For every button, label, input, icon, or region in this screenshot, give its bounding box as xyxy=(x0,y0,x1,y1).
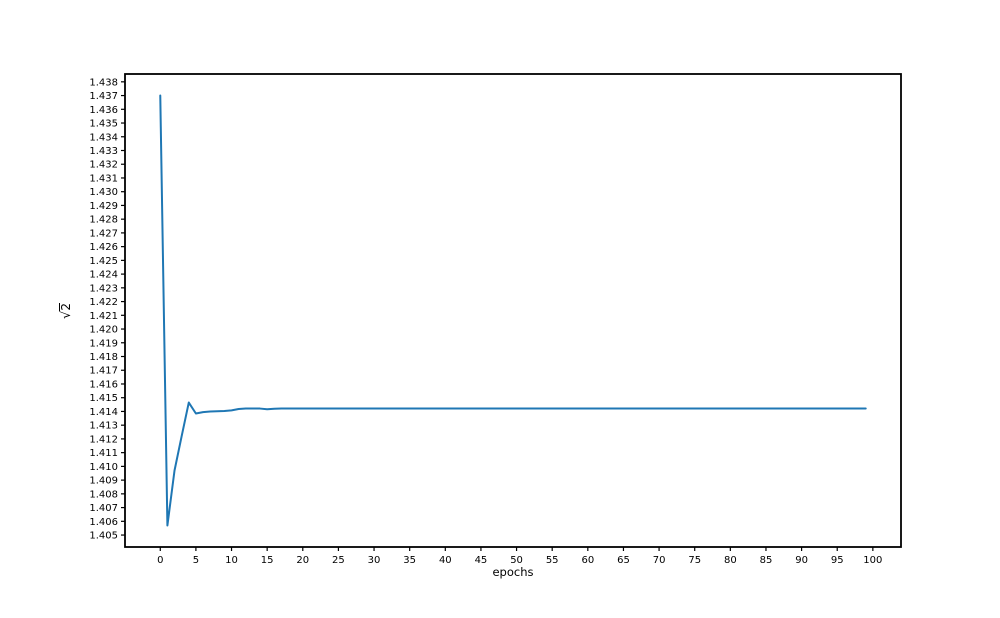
y-tick-label: 1.409 xyxy=(89,476,118,487)
x-tick-label: 75 xyxy=(688,555,701,566)
x-tick-label: 45 xyxy=(475,555,488,566)
x-axis-label: epochs xyxy=(492,565,534,579)
sqrt-radicand: 2 xyxy=(59,303,74,311)
y-tick-label: 1.415 xyxy=(89,393,118,404)
y-tick-label: 1.430 xyxy=(89,187,118,198)
y-axis-label: √2 xyxy=(59,281,75,341)
y-tick-label: 1.420 xyxy=(89,325,118,336)
x-tick-label: 60 xyxy=(581,555,594,566)
x-tick-label: 40 xyxy=(439,555,452,566)
y-tick-label: 1.414 xyxy=(89,407,118,418)
y-tick-label: 1.418 xyxy=(89,352,118,363)
y-tick-label: 1.408 xyxy=(89,489,118,500)
x-tick-label: 85 xyxy=(760,555,773,566)
y-tick-label: 1.424 xyxy=(89,270,118,281)
x-tick-label: 25 xyxy=(332,555,345,566)
y-tick-label: 1.423 xyxy=(89,283,118,294)
y-tick-label: 1.406 xyxy=(89,517,118,528)
x-tick-label: 20 xyxy=(296,555,309,566)
y-tick-label: 1.410 xyxy=(89,462,118,473)
x-tick-label: 15 xyxy=(261,555,274,566)
x-tick-label: 5 xyxy=(193,555,199,566)
y-tick-label: 1.425 xyxy=(89,256,118,267)
y-tick-label: 1.411 xyxy=(89,448,118,459)
y-tick-label: 1.427 xyxy=(89,228,118,239)
x-tick-label: 30 xyxy=(368,555,381,566)
x-tick-label: 100 xyxy=(863,555,882,566)
x-tick-label: 10 xyxy=(225,555,238,566)
series-line-sqrt2-estimate xyxy=(159,94,867,527)
y-tick-label: 1.436 xyxy=(89,105,118,116)
y-tick-label: 1.429 xyxy=(89,201,118,212)
y-tick-label: 1.416 xyxy=(89,379,118,390)
y-tick-label: 1.435 xyxy=(89,119,118,130)
x-tick-label: 70 xyxy=(653,555,666,566)
y-tick-label: 1.417 xyxy=(89,366,118,377)
y-tick-label: 1.412 xyxy=(89,434,118,445)
x-tick-label: 55 xyxy=(546,555,559,566)
y-tick-label: 1.431 xyxy=(89,173,118,184)
sqrt-radical-symbol: √ xyxy=(59,310,74,319)
axes-frame xyxy=(124,73,902,548)
y-tick-label: 1.433 xyxy=(89,146,118,157)
x-tick-label: 35 xyxy=(403,555,416,566)
y-tick-label: 1.422 xyxy=(89,297,118,308)
x-tick-label: 65 xyxy=(617,555,630,566)
x-tick-label: 90 xyxy=(795,555,808,566)
x-tick-label: 95 xyxy=(831,555,844,566)
x-tick-label: 80 xyxy=(724,555,737,566)
y-tick-label: 1.421 xyxy=(89,311,118,322)
y-tick-label: 1.405 xyxy=(89,531,118,542)
y-tick-label: 1.426 xyxy=(89,242,118,253)
x-tick-label: 0 xyxy=(157,555,163,566)
y-tick-label: 1.434 xyxy=(89,132,118,143)
y-tick-label: 1.419 xyxy=(89,338,118,349)
y-tick-label: 1.438 xyxy=(89,77,118,88)
y-tick-label: 1.437 xyxy=(89,91,118,102)
y-tick-label: 1.428 xyxy=(89,215,118,226)
y-tick-label: 1.407 xyxy=(89,503,118,514)
y-tick-label: 1.413 xyxy=(89,421,118,432)
x-tick-label: 50 xyxy=(510,555,523,566)
y-tick-label: 1.432 xyxy=(89,160,118,171)
